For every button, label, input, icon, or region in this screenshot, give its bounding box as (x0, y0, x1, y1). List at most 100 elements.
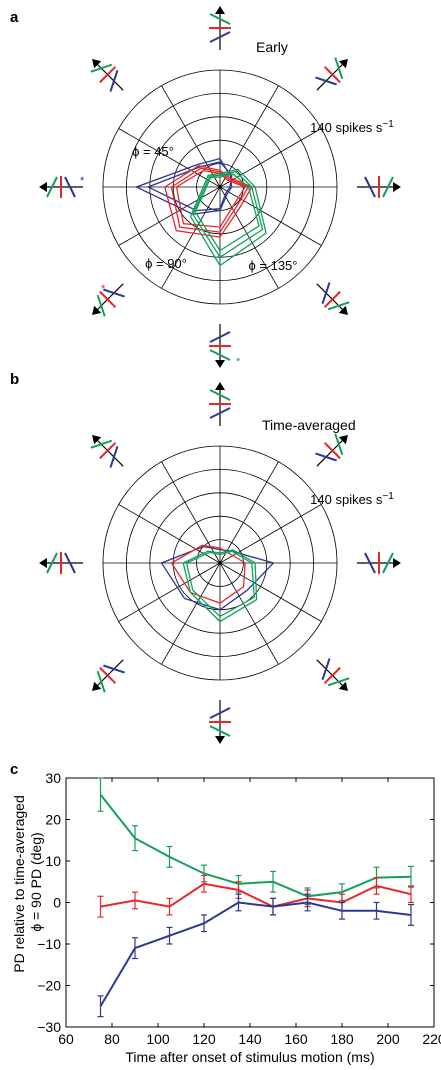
grating-green (334, 433, 344, 456)
polar-spoke (118, 186, 221, 246)
panel-b-scale-text: 140 spikes s (310, 492, 383, 507)
stimulus-glyph (316, 282, 350, 315)
series-green-polygon (194, 173, 260, 252)
polar-spoke (118, 562, 221, 622)
panel-b-label: b (10, 371, 19, 388)
series-green-polygon (189, 168, 267, 267)
grating-green (209, 13, 231, 25)
stimulus-glyph (92, 659, 125, 693)
y-tick-label: 30 (45, 770, 61, 786)
y-tick-label: −30 (37, 1019, 61, 1035)
y-tick-label: 20 (45, 812, 61, 828)
grating-blue (209, 707, 231, 719)
grating-green (90, 439, 113, 449)
panel-b: b Time-averaged 140 spikes s−1 (10, 371, 401, 744)
motion-arrow-head-icon (39, 558, 47, 568)
motion-arrow-shaft (94, 283, 124, 313)
grating-blue (364, 552, 376, 574)
motion-arrow-head-icon (92, 305, 102, 315)
series-green-polygon (192, 170, 264, 259)
grating-blue (109, 70, 119, 92)
panel-a-scale-text: 140 spikes s (310, 120, 383, 135)
grating-red (99, 666, 117, 684)
grating-blue (209, 331, 231, 343)
y-axis-label: PD relative to time-averaged ϕ = 90 PD (… (11, 791, 44, 972)
series-blue-polygon (160, 545, 275, 611)
x-tick-label: 180 (330, 1031, 354, 1047)
series-label-blue: ϕ = 45° (132, 144, 174, 159)
stimulus-glyph (357, 176, 401, 198)
grating-green (382, 552, 394, 574)
grating-blue (103, 288, 125, 298)
significance-star: * (101, 283, 106, 295)
motion-arrow-head-icon (92, 681, 102, 691)
panel-a-title: Early (256, 39, 288, 55)
x-tick-label: 100 (146, 1031, 170, 1047)
stimulus-glyph (39, 552, 83, 574)
grating-blue (109, 446, 119, 468)
polar-spoke (219, 504, 322, 564)
series-green-line (99, 793, 412, 898)
panel-b-scale-label: 140 spikes s−1 (310, 491, 394, 507)
grating-red (99, 290, 117, 308)
motion-arrow-head-icon (215, 736, 225, 744)
motion-arrow-shaft (316, 283, 346, 313)
grating-blue (321, 658, 331, 680)
series-label-green: ϕ = 135° (249, 258, 298, 273)
series-blue-line (99, 901, 412, 1007)
grating-green (209, 389, 231, 401)
grating-green (46, 552, 58, 574)
grating-green (327, 301, 350, 311)
panel-b-title: Time-averaged (262, 417, 356, 433)
grating-green (327, 677, 350, 687)
grating-blue (209, 407, 231, 419)
grating-green (209, 349, 231, 361)
panel-a-scale-superscript: −1 (382, 119, 394, 130)
series-red-polygon (175, 169, 247, 228)
stimulus-glyph (315, 57, 348, 91)
polar-spoke (219, 186, 322, 246)
panel-a-label: a (10, 9, 19, 26)
grating-green (334, 57, 344, 80)
y-tick-label: 0 (53, 895, 61, 911)
x-tick-label: 80 (104, 1031, 120, 1047)
grating-red (323, 290, 341, 308)
grating-green (96, 294, 106, 317)
stimulus-glyph (316, 658, 350, 691)
motion-arrow-head-icon (393, 558, 401, 568)
grating-red (99, 442, 117, 460)
stimulus-glyph (39, 176, 83, 198)
stimulus-glyph (90, 59, 124, 92)
motion-arrow-shaft (94, 61, 124, 91)
grating-green (46, 176, 58, 198)
motion-arrow-head-icon (393, 182, 401, 192)
x-tick-label: 200 (376, 1031, 400, 1047)
motion-arrow-head-icon (215, 360, 225, 368)
panel-c: c PD relative to time-averaged ϕ = 90 PD… (10, 761, 441, 1065)
x-tick-label: 60 (58, 1031, 74, 1047)
motion-arrow-head-icon (338, 59, 348, 69)
motion-arrow-head-icon (39, 182, 47, 192)
stimulus-glyph (315, 433, 348, 467)
polar-spoke (161, 562, 221, 665)
significance-star: * (236, 356, 241, 368)
motion-arrow-head-icon (92, 435, 102, 445)
motion-arrow-shaft (94, 437, 124, 467)
grating-blue (209, 31, 231, 43)
significance-star: * (80, 175, 85, 187)
motion-arrow-head-icon (338, 305, 348, 315)
polar-spoke (219, 85, 279, 188)
polar-spoke (219, 461, 279, 564)
motion-arrow-head-icon (338, 681, 348, 691)
motion-arrow-head-icon (92, 59, 102, 69)
stimulus-glyph (209, 700, 231, 744)
polar-spoke (219, 562, 322, 622)
y-axis-label-line1: PD relative to time-averaged (11, 795, 27, 972)
series-label-red: ϕ = 90° (145, 256, 187, 271)
grating-blue (64, 552, 76, 574)
x-tick-label: 140 (238, 1031, 262, 1047)
stimulus-glyph (92, 283, 125, 317)
stimulus-glyph (209, 382, 231, 426)
y-tick-label: 10 (45, 853, 61, 869)
